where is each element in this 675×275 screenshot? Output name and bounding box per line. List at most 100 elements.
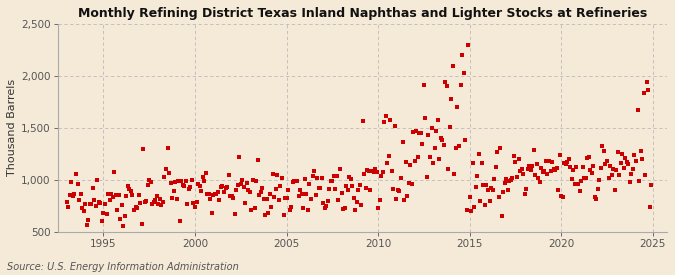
- Point: [234, 155, 244, 160]
- Point: [259, 197, 269, 201]
- Point: [632, 108, 643, 112]
- Point: [635, 149, 646, 153]
- Text: Source: U.S. Energy Information Administration: Source: U.S. Energy Information Administ…: [7, 262, 238, 272]
- Point: [284, 208, 295, 212]
- Point: [269, 194, 279, 199]
- Point: [637, 157, 647, 161]
- Point: [209, 192, 220, 197]
- Point: [113, 192, 124, 197]
- Point: [93, 199, 104, 204]
- Point: [580, 175, 591, 180]
- Point: [266, 204, 277, 209]
- Point: [153, 201, 164, 206]
- Point: [417, 142, 428, 147]
- Point: [165, 181, 176, 185]
- Point: [139, 200, 150, 204]
- Point: [484, 199, 495, 204]
- Point: [400, 160, 411, 164]
- Point: [286, 205, 296, 209]
- Point: [87, 186, 98, 190]
- Point: [539, 169, 550, 173]
- Point: [161, 166, 171, 171]
- Point: [211, 192, 222, 196]
- Point: [145, 180, 156, 184]
- Point: [78, 209, 89, 213]
- Point: [379, 120, 389, 125]
- Point: [255, 190, 266, 194]
- Point: [124, 187, 135, 191]
- Point: [412, 155, 423, 159]
- Point: [518, 172, 529, 176]
- Point: [530, 173, 541, 178]
- Point: [103, 192, 113, 196]
- Point: [156, 203, 167, 208]
- Point: [578, 175, 589, 180]
- Point: [450, 145, 461, 150]
- Point: [219, 189, 230, 194]
- Point: [383, 154, 394, 159]
- Point: [221, 185, 232, 189]
- Point: [553, 188, 564, 192]
- Point: [144, 177, 155, 182]
- Point: [397, 139, 408, 144]
- Point: [354, 183, 365, 187]
- Point: [554, 153, 565, 157]
- Point: [315, 185, 325, 190]
- Point: [127, 192, 138, 197]
- Point: [524, 164, 535, 168]
- Point: [236, 182, 246, 186]
- Point: [388, 187, 399, 191]
- Point: [150, 198, 161, 202]
- Point: [267, 172, 278, 176]
- Point: [529, 148, 539, 152]
- Point: [226, 194, 237, 198]
- Point: [628, 167, 639, 171]
- Point: [98, 210, 109, 215]
- Point: [507, 175, 518, 180]
- Point: [438, 143, 449, 147]
- Point: [425, 155, 435, 159]
- Point: [74, 198, 84, 202]
- Point: [608, 167, 618, 171]
- Point: [371, 170, 382, 174]
- Point: [420, 116, 431, 120]
- Y-axis label: Thousand Barrels: Thousand Barrels: [7, 79, 17, 177]
- Point: [597, 144, 608, 148]
- Point: [487, 188, 498, 193]
- Point: [188, 201, 199, 205]
- Point: [130, 204, 141, 209]
- Point: [399, 197, 410, 202]
- Point: [376, 174, 387, 178]
- Point: [519, 192, 530, 196]
- Point: [290, 179, 301, 183]
- Point: [617, 152, 628, 156]
- Point: [336, 191, 347, 196]
- Point: [629, 153, 640, 157]
- Point: [104, 198, 115, 202]
- Point: [243, 188, 254, 192]
- Point: [411, 129, 422, 133]
- Point: [443, 167, 454, 171]
- Point: [142, 183, 153, 187]
- Point: [68, 194, 78, 199]
- Point: [391, 197, 402, 202]
- Point: [599, 149, 610, 154]
- Point: [190, 205, 200, 209]
- Point: [118, 224, 129, 228]
- Point: [472, 173, 483, 178]
- Point: [498, 190, 509, 194]
- Point: [406, 182, 417, 186]
- Point: [440, 80, 451, 84]
- Point: [583, 155, 594, 160]
- Point: [389, 124, 400, 128]
- Point: [202, 192, 213, 196]
- Point: [256, 185, 267, 190]
- Point: [335, 166, 346, 171]
- Point: [429, 145, 440, 150]
- Point: [536, 166, 547, 170]
- Point: [341, 184, 352, 188]
- Point: [559, 161, 570, 166]
- Point: [478, 183, 489, 188]
- Point: [148, 200, 159, 205]
- Point: [527, 163, 538, 168]
